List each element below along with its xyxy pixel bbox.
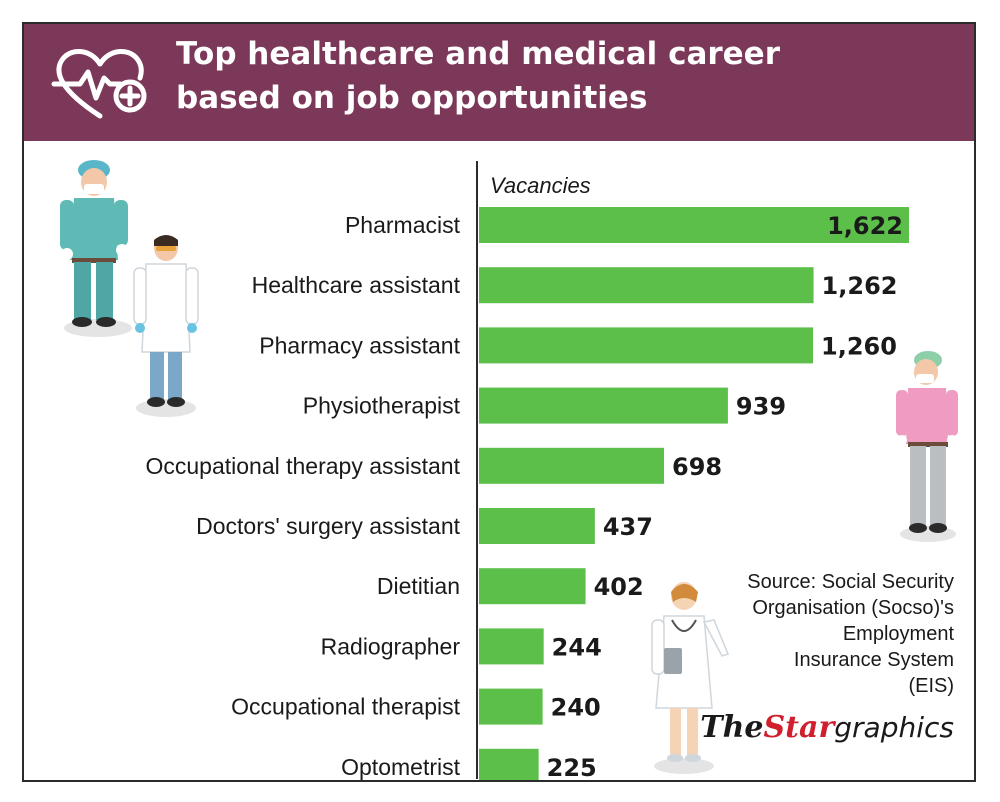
bar-9 bbox=[479, 748, 539, 780]
source-line-2: Organisation (Socso)'s bbox=[752, 597, 954, 619]
logo-graphics: graphics bbox=[834, 711, 954, 744]
value-label-0: 1,622 bbox=[827, 212, 903, 240]
value-label-8: 240 bbox=[551, 694, 601, 722]
heart-pulse-plus-icon bbox=[51, 49, 147, 119]
female-doctor-figure bbox=[651, 582, 729, 774]
category-label-8: Occupational therapist bbox=[231, 694, 460, 720]
chart-title: Top healthcare and medical career based … bbox=[176, 32, 936, 120]
bar-6 bbox=[479, 568, 586, 605]
category-label-9: Optometrist bbox=[341, 754, 460, 780]
source-line-3: Employment bbox=[842, 623, 954, 645]
source-line-4: Insurance System bbox=[793, 649, 954, 671]
category-label-0: Pharmacist bbox=[345, 212, 461, 238]
bar-5 bbox=[479, 508, 595, 544]
category-label-2: Pharmacy assistant bbox=[259, 332, 460, 358]
source-line-5: (EIS) bbox=[908, 675, 954, 697]
header-banner: Top healthcare and medical career based … bbox=[24, 24, 974, 141]
logo-star: Star bbox=[763, 710, 835, 745]
value-label-4: 698 bbox=[672, 453, 722, 481]
value-label-3: 939 bbox=[736, 393, 786, 421]
value-label-6: 402 bbox=[594, 573, 644, 601]
source-note: Source: Social Security Organisation (So… bbox=[664, 569, 954, 699]
doctor-figure bbox=[133, 235, 199, 417]
value-label-2: 1,260 bbox=[821, 332, 897, 360]
category-label-7: Radiographer bbox=[321, 633, 461, 659]
infographic-frame: Top healthcare and medical career based … bbox=[22, 22, 976, 782]
logo-the: The bbox=[700, 710, 764, 745]
title-line-2: based on job opportunities bbox=[176, 80, 648, 116]
title-line-1: Top healthcare and medical career bbox=[176, 36, 780, 72]
bar-3 bbox=[479, 387, 728, 424]
bar-4 bbox=[479, 447, 665, 484]
value-label-9: 225 bbox=[547, 754, 597, 780]
category-label-6: Dietitian bbox=[377, 573, 460, 599]
bar-chart: Vacancies Pharmacist 1,622 Healthcare assi… bbox=[145, 161, 909, 780]
surgeon-figure bbox=[60, 160, 132, 337]
bar-7 bbox=[479, 628, 544, 665]
bar-2 bbox=[479, 327, 814, 364]
value-label-7: 244 bbox=[552, 633, 602, 661]
bar-8 bbox=[479, 688, 543, 725]
category-label-1: Healthcare assistant bbox=[252, 272, 461, 298]
thestar-graphics-logo: TheStargraphics bbox=[664, 710, 954, 745]
value-label-5: 437 bbox=[603, 513, 653, 541]
nurse-figure bbox=[896, 351, 958, 542]
x-axis-label: Vacancies bbox=[490, 173, 591, 198]
category-label-5: Doctors' surgery assistant bbox=[196, 513, 460, 539]
bar-1 bbox=[479, 267, 814, 304]
category-label-3: Physiotherapist bbox=[303, 393, 461, 419]
bar-0 bbox=[479, 207, 909, 243]
source-line-1: Source: Social Security bbox=[747, 571, 954, 593]
category-label-4: Occupational therapy assistant bbox=[145, 453, 460, 479]
value-label-1: 1,262 bbox=[822, 272, 898, 300]
